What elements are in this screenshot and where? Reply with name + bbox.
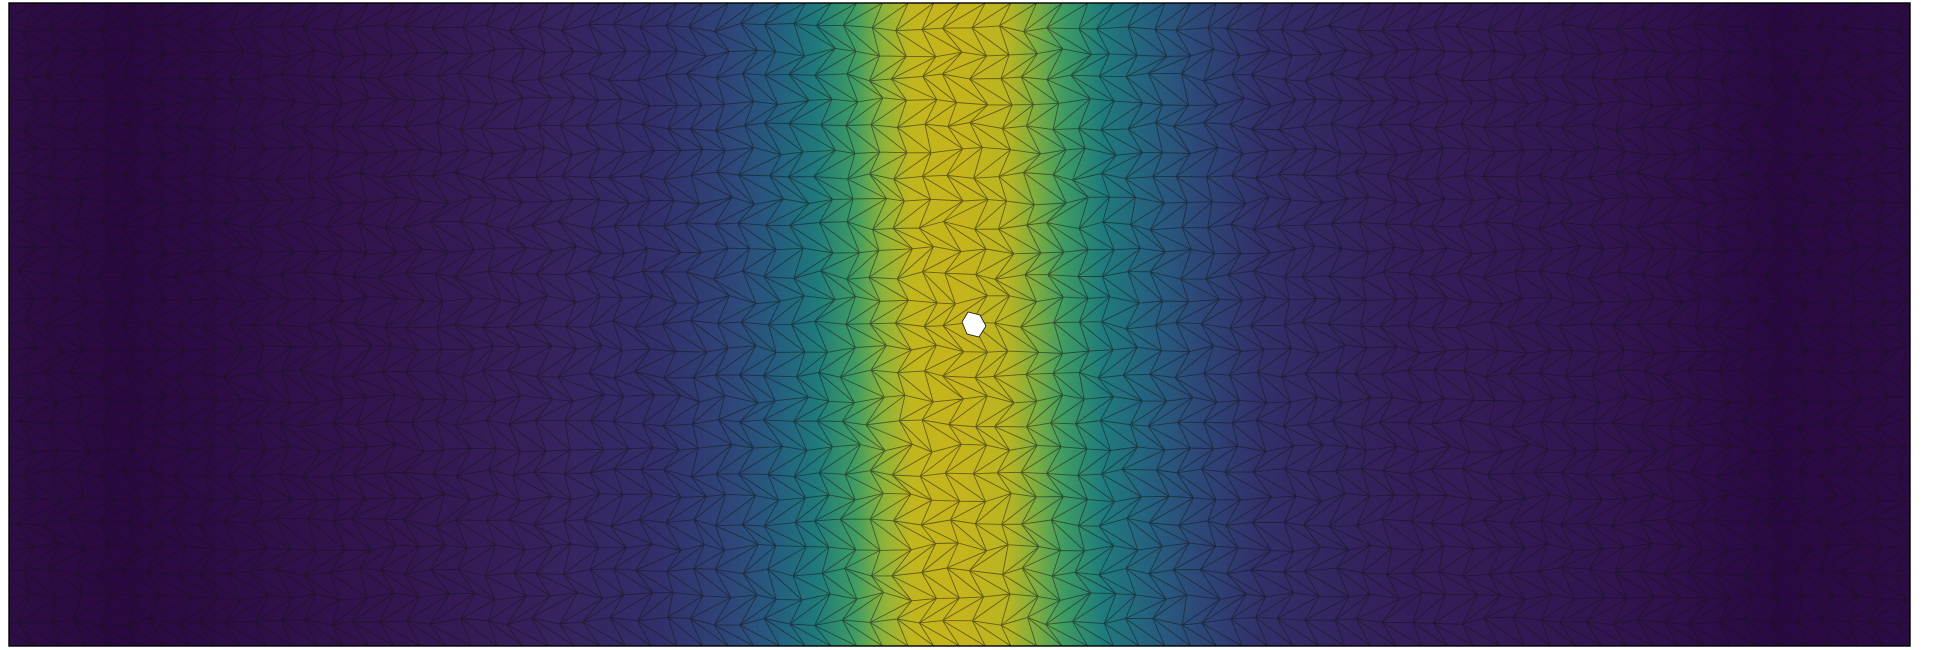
domain-border (8, 2, 1911, 647)
mesh-edges (9, 3, 1910, 646)
hole-center (961, 311, 987, 338)
triangle-mesh (9, 3, 1910, 646)
mesh-domain (8, 2, 1911, 647)
